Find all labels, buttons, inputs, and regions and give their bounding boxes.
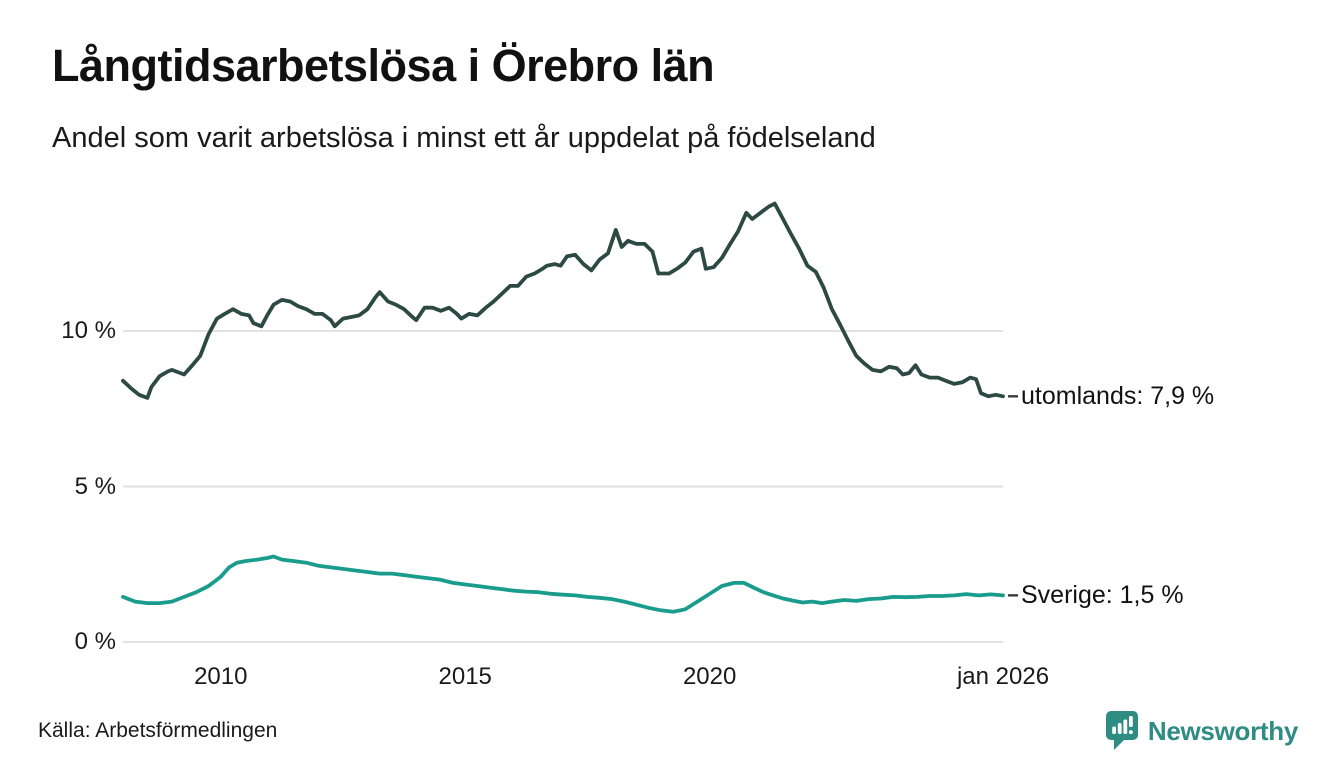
y-axis-tick-label-5: 5 % — [74, 472, 116, 500]
newsworthy-speech-bubble-bar-chart-icon — [1105, 711, 1138, 750]
newsworthy-wordmark: Newsworthy — [1147, 715, 1298, 746]
y-axis-tick-label-0: 0 % — [74, 628, 116, 655]
source-attribution: Källa: Arbetsförmedlingen — [38, 719, 278, 742]
x-axis-tick-label-2020: 2020 — [682, 663, 737, 690]
x-axis-tick-label-jan-2026: jan 2026 — [956, 663, 1050, 690]
chart-title: Långtidsarbetslösa i Örebro län — [52, 40, 715, 91]
series-line-utomlands — [121, 201, 1005, 400]
newsworthy-logo: Newsworthy — [1105, 708, 1298, 754]
chart-subtitle: Andel som varit arbetslösa i minst ett å… — [52, 122, 876, 154]
series-end-label-utomlands: utomlands: 7,9 % — [1021, 382, 1215, 411]
y-axis-tick-label-10: 10 % — [61, 317, 116, 344]
series-line-sverige — [121, 554, 1005, 614]
x-axis-tick-label-2015: 2015 — [438, 663, 492, 690]
series-end-label-sverige: Sverige: 1,5 % — [1021, 581, 1184, 610]
x-axis-tick-label-2010: 2010 — [194, 663, 248, 690]
